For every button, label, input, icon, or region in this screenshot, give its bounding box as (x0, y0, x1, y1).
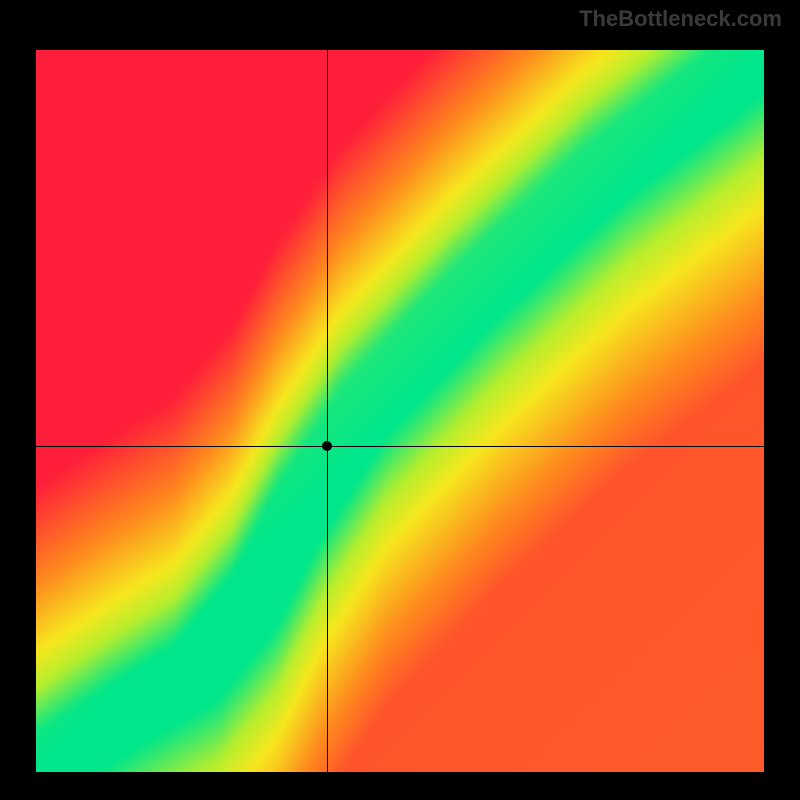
crosshair-marker-dot (322, 441, 332, 451)
bottleneck-heatmap (36, 50, 764, 772)
watermark-text: TheBottleneck.com (579, 6, 782, 32)
crosshair-horizontal (36, 446, 764, 447)
plot-area (36, 50, 764, 772)
crosshair-vertical (327, 50, 328, 772)
